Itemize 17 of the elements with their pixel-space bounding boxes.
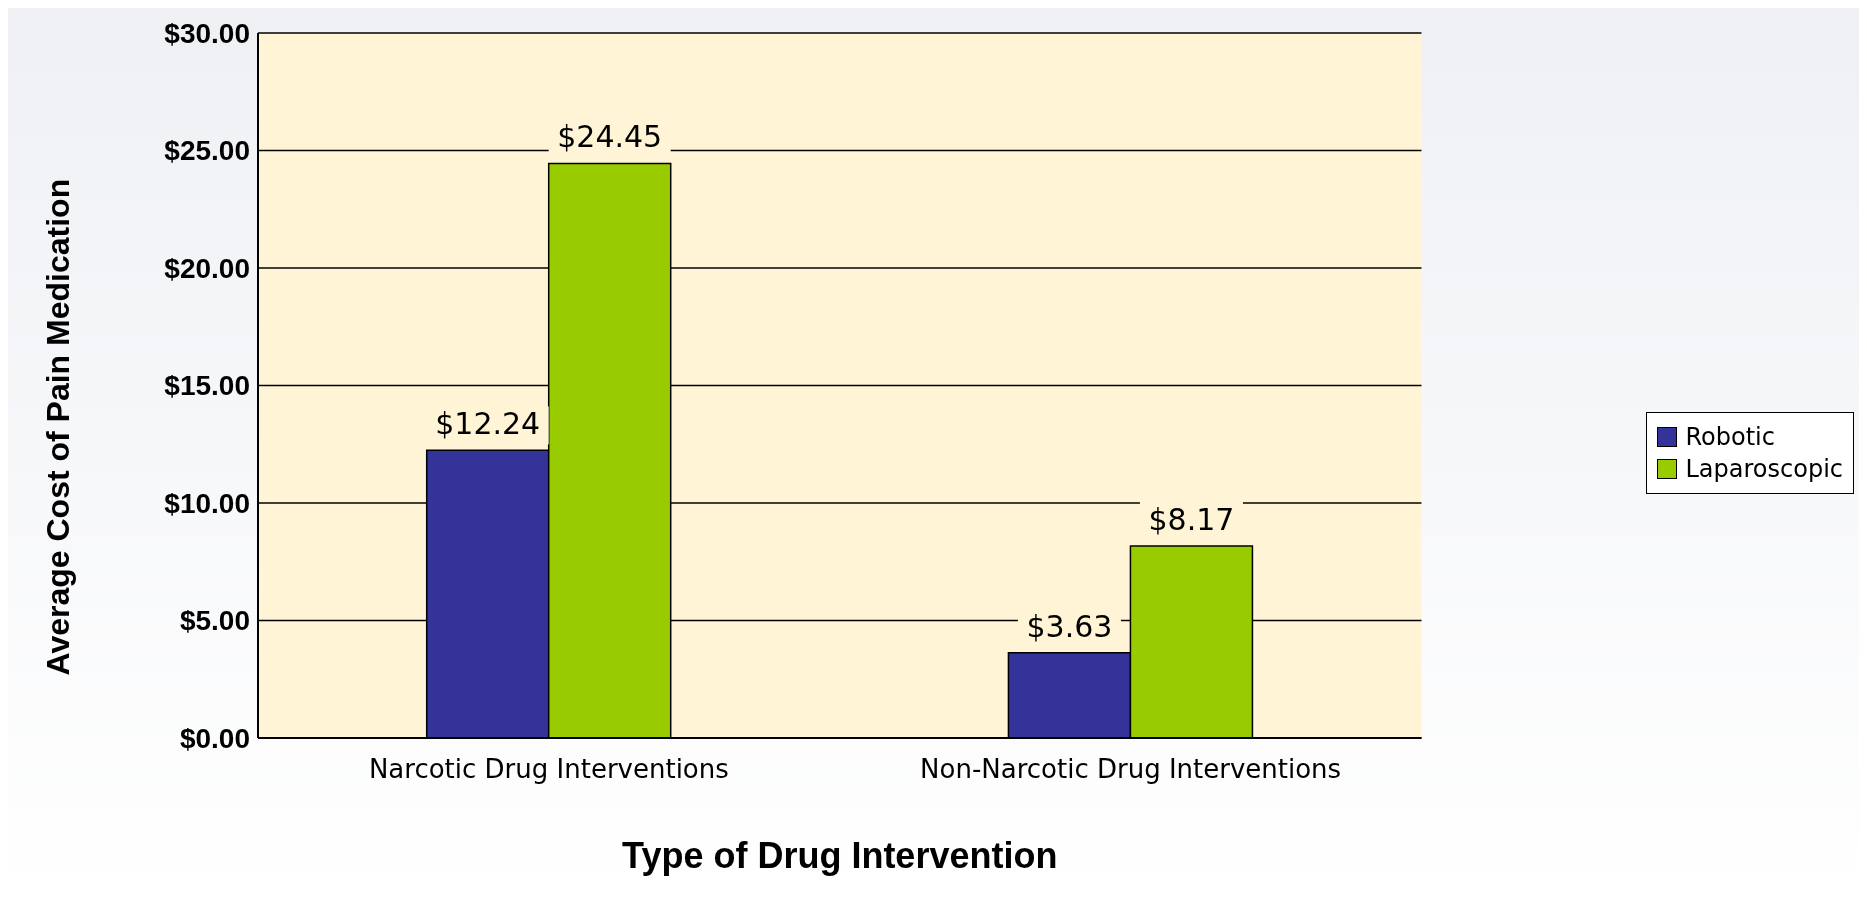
y-tick-label: $30.00	[164, 17, 250, 49]
data-label: $8.17	[1148, 502, 1235, 538]
y-tick-label: $25.00	[164, 135, 250, 167]
y-tick-label: $20.00	[164, 252, 250, 284]
legend-label: Laparoscopic	[1685, 455, 1843, 483]
x-tick-label: Non-Narcotic Drug Interventions	[920, 754, 1342, 785]
y-tick-label: $15.00	[164, 370, 250, 402]
legend-label: Robotic	[1685, 423, 1775, 451]
data-label: $24.45	[557, 119, 663, 155]
x-axis-title: Type of Drug Intervention	[622, 835, 1058, 876]
y-axis-title: Average Cost of Pain Medication	[40, 178, 77, 676]
y-tick-label: $10.00	[164, 487, 250, 519]
y-tick-label: $5.00	[179, 605, 250, 637]
x-tick-label: Narcotic Drug Interventions	[368, 754, 729, 785]
y-tick-label: $0.00	[179, 722, 250, 754]
data-label: $3.63	[1026, 608, 1113, 644]
data-label: $12.24	[435, 406, 541, 442]
